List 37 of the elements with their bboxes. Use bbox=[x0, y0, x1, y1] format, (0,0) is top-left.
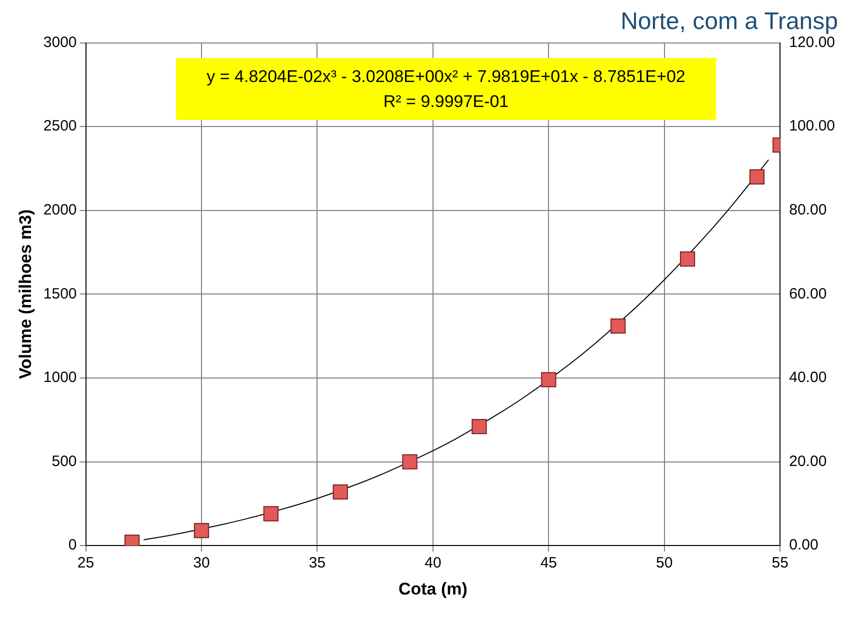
y2-tick-label: 0.00 bbox=[789, 536, 818, 554]
y-tick-label: 500 bbox=[52, 452, 77, 470]
y-tick-label: 2500 bbox=[43, 118, 77, 135]
y2-tick-label: 40.00 bbox=[789, 369, 827, 386]
x-tick-label: 40 bbox=[424, 554, 442, 572]
point bbox=[749, 169, 765, 184]
annotation: R² = 9.9997E-01 bbox=[382, 91, 510, 113]
y2-tick-label: 20.00 bbox=[789, 452, 827, 470]
point bbox=[472, 419, 487, 434]
y2-tick-label: 60.00 bbox=[789, 285, 827, 302]
chart-title: Norte, com a Transp bbox=[620, 8, 838, 36]
x-axis-title: Cota (m) bbox=[398, 579, 468, 598]
y2-tick-label: 120.00 bbox=[789, 34, 836, 51]
y-tick-label: 3000 bbox=[43, 34, 77, 51]
x-tick-label: 35 bbox=[308, 554, 326, 572]
point bbox=[610, 318, 626, 334]
x-tick-label: 45 bbox=[540, 554, 558, 572]
text-box: y = 4.8204E-02x³ - 3.0208E+00x² + 7.9819E+01x - 8.7851E+02 R² = 9.9997E-01 bbox=[176, 58, 716, 120]
y-tick-label: 1000 bbox=[43, 369, 77, 386]
x-tick-label: 30 bbox=[193, 554, 210, 572]
y-tick-label: 2000 bbox=[43, 202, 77, 219]
annotation: y = 4.8204E-02x³ - 3.0208E+00x² + 7.9819E+01x - 8.7851E+02 bbox=[206, 66, 686, 88]
line-series bbox=[143, 159, 770, 540]
y2-tick-label: 100.00 bbox=[789, 118, 836, 135]
y-axis-title: Volume (milhoes m3) bbox=[16, 209, 35, 380]
x-tick-label: 55 bbox=[772, 554, 788, 572]
point bbox=[402, 454, 418, 470]
point bbox=[541, 372, 556, 388]
point bbox=[680, 251, 696, 267]
y-tick-label: 1500 bbox=[43, 285, 77, 302]
point bbox=[194, 522, 210, 538]
point bbox=[332, 484, 348, 500]
y2-tick-label: 80.00 bbox=[789, 202, 827, 219]
y-tick-label: 0 bbox=[68, 536, 77, 554]
point bbox=[263, 506, 278, 522]
x-tick-label: 25 bbox=[77, 554, 94, 572]
x-tick-label: 50 bbox=[656, 554, 673, 572]
